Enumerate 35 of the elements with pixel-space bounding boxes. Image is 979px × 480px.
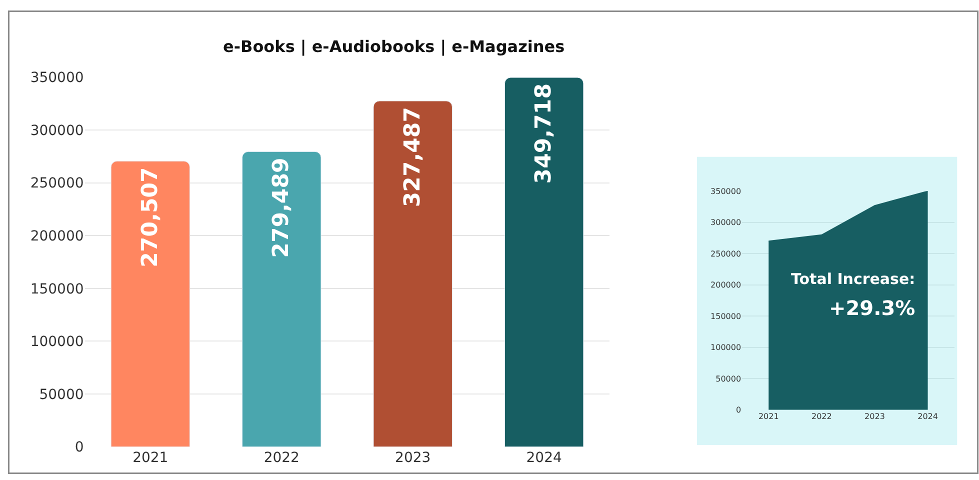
y-tick-label: 0 xyxy=(74,440,84,456)
bar xyxy=(504,77,584,447)
y-tick-label: 250000 xyxy=(30,176,84,192)
y-tick-label: 200000 xyxy=(710,280,742,290)
data-label: 270,507 xyxy=(138,167,163,268)
y-tick-label: 50000 xyxy=(716,374,742,384)
x-tick-label: 2023 xyxy=(395,450,431,466)
x-tick-label: 2021 xyxy=(758,412,779,421)
y-tick-label: 350000 xyxy=(30,70,84,86)
y-tick-label: 150000 xyxy=(710,312,742,321)
x-tick-label: 2021 xyxy=(132,450,168,466)
y-tick-label: 350000 xyxy=(710,186,742,196)
data-label: 279,489 xyxy=(269,158,294,258)
annotation: Total Increase: xyxy=(791,270,916,288)
y-tick-label: 150000 xyxy=(30,281,84,298)
bar xyxy=(110,160,190,447)
y-tick-label: 0 xyxy=(736,406,742,415)
y-tick-label: 50000 xyxy=(39,386,84,403)
y-tick-label: 300000 xyxy=(30,122,84,139)
bar xyxy=(373,100,452,447)
chart-title: e-Books | e-Audiobooks | e-Magazines xyxy=(223,37,565,56)
x-tick-label: 2024 xyxy=(526,450,562,466)
x-tick-label: 2022 xyxy=(811,412,832,421)
y-tick-label: 100000 xyxy=(710,343,742,352)
y-tick-label: 200000 xyxy=(30,228,84,244)
bar xyxy=(242,151,322,447)
y-tick-label: 250000 xyxy=(710,249,742,258)
x-tick-label: 2023 xyxy=(864,412,885,421)
data-label: 349,718 xyxy=(532,84,557,184)
annotation: +29.3% xyxy=(829,296,916,320)
y-tick-label: 300000 xyxy=(710,218,742,228)
y-tick-label: 100000 xyxy=(30,334,84,350)
x-tick-label: 2022 xyxy=(264,450,300,466)
x-tick-label: 2024 xyxy=(918,412,938,421)
data-label: 327,487 xyxy=(400,106,426,208)
